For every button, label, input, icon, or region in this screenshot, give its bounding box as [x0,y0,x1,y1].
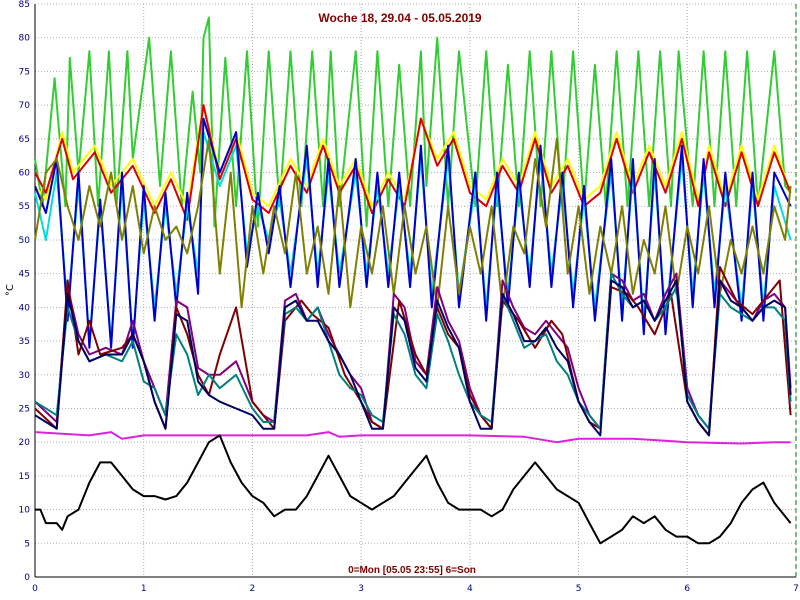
series-line-10 [34,279,792,437]
series-line-9 [34,272,792,430]
x-tick-label: 3 [358,584,364,594]
series-line-5 [34,117,792,349]
chart-title: Woche 18, 29.04 - 05.05.2019 [318,11,482,25]
y-tick-label: 55 [19,202,30,212]
series-line-12 [35,434,792,545]
y-tick-label: 0 [24,573,30,583]
chart-footer: 0=Mon [05.05 23:55] 6=Son [348,565,476,576]
x-tick-label: 5 [576,584,582,594]
x-tick-label: 6 [684,584,690,594]
series-group [34,16,792,545]
x-tick-label: 2 [250,584,256,594]
x-tick-label: 1 [141,584,147,594]
y-tick-label: 80 [19,34,31,44]
x-tick-labels: 0 1 2 3 4 5 6 7 [32,584,799,594]
y-tick-label: 5 [24,539,30,549]
y-axis-label: °C [5,284,16,296]
y-tick-label: 35 [19,337,30,347]
y-tick-label: 65 [19,135,30,145]
x-tick-label: 4 [467,584,473,594]
y-tick-label: 45 [19,270,30,280]
series-line-6 [34,137,792,309]
y-tick-label: 40 [19,303,31,313]
y-tick-label: 75 [19,67,30,77]
y-tick-label: 85 [19,0,30,10]
x-tick-label: 0 [32,584,38,594]
y-tick-label: 60 [19,169,31,179]
y-tick-label: 25 [19,404,30,414]
series-line-11 [34,431,791,445]
series-line-3 [34,104,792,221]
y-tick-label: 30 [19,371,31,381]
y-tick-labels: 0 5 10 15 20 25 30 35 40 45 50 55 60 65 70 75 80 85 [19,0,31,583]
y-tick-label: 50 [19,236,31,246]
y-tick-label: 10 [19,506,31,516]
y-tick-label: 20 [19,438,31,448]
series-line-7 [34,272,792,430]
series-line-1 [34,16,792,228]
y-tick-label: 15 [19,472,30,482]
x-tick-label: 7 [793,584,799,594]
y-tick-label: 70 [19,101,31,111]
